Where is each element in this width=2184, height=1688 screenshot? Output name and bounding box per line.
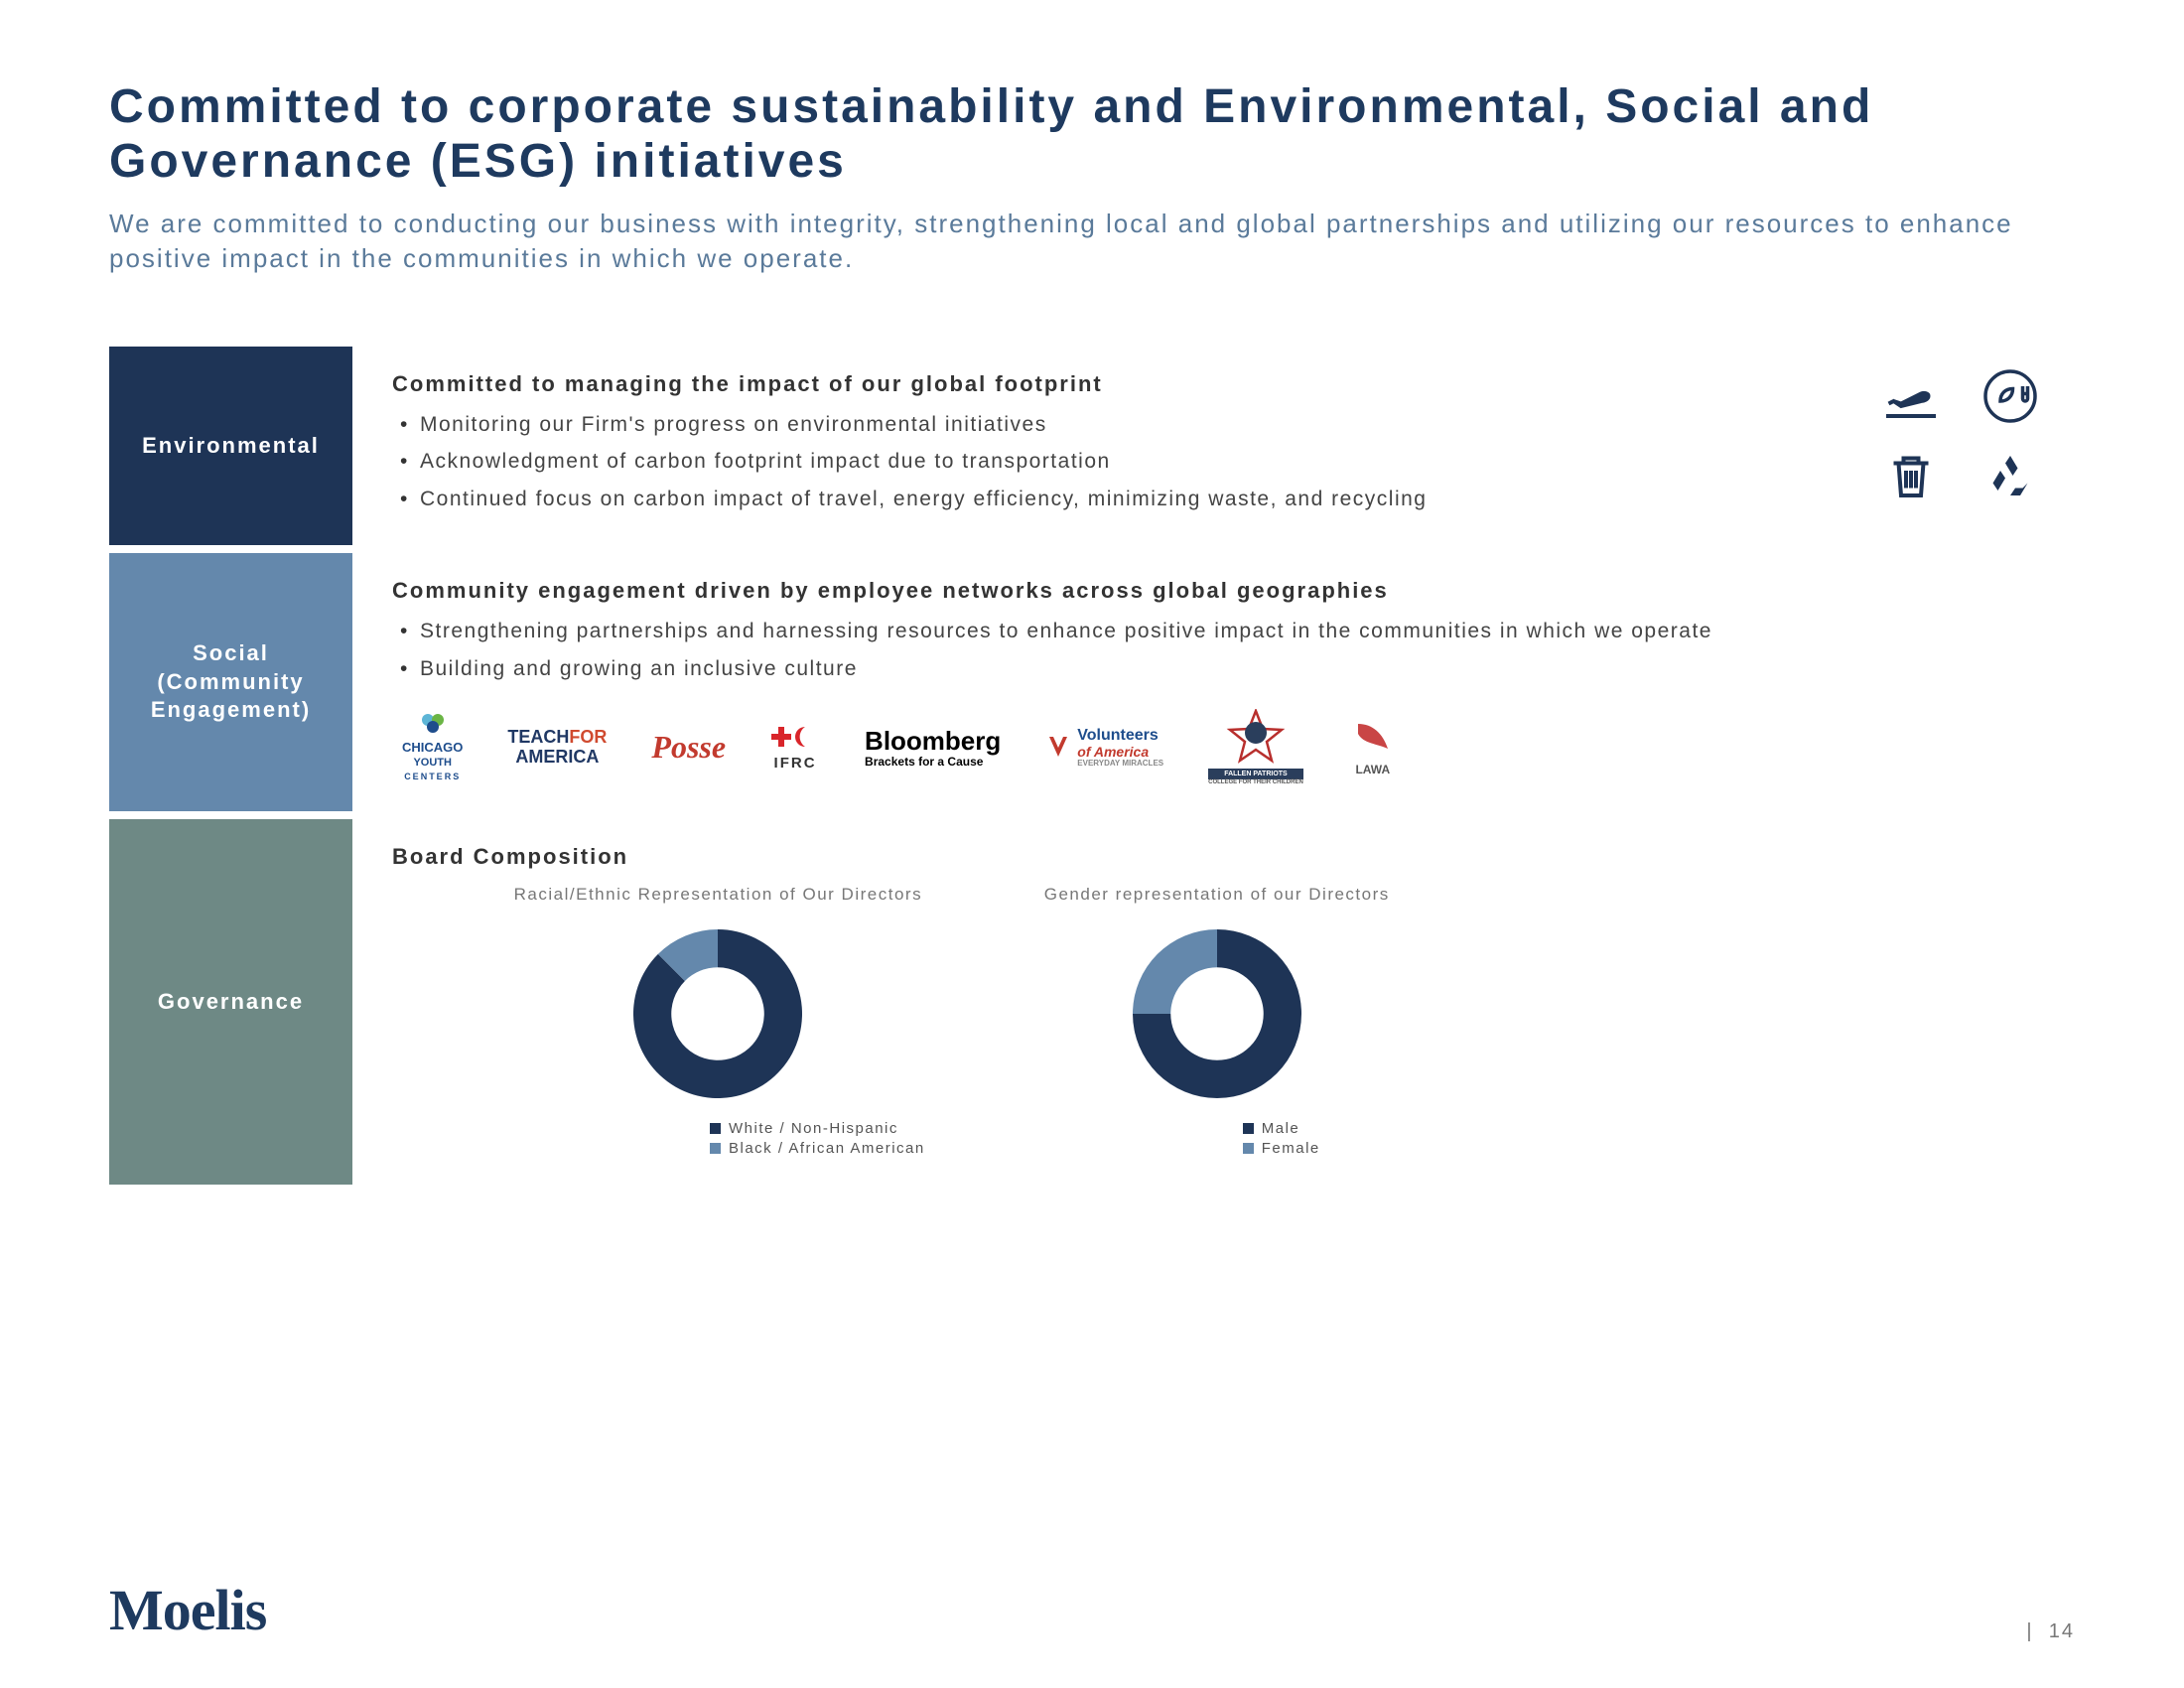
brand-logo: Moelis: [109, 1577, 266, 1643]
section-content-social: Community engagement driven by employee …: [352, 553, 2075, 811]
logo-lawa: LAWA: [1348, 719, 1398, 776]
chart-legend: White / Non-Hispanic Black / African Ame…: [511, 1120, 925, 1157]
section-social: Social (Community Engagement) Community …: [109, 553, 2075, 811]
page-title: Committed to corporate sustainability an…: [109, 79, 2075, 189]
donut-chart-racial: [623, 919, 812, 1108]
chart-title: Racial/Ethnic Representation of Our Dire…: [511, 885, 925, 905]
bullet-item: Strengthening partnerships and harnessin…: [392, 616, 2055, 647]
page-number: | 14: [2026, 1620, 2075, 1643]
governance-charts: Racial/Ethnic Representation of Our Dire…: [392, 885, 2055, 1160]
page-subtitle: We are committed to conducting our busin…: [109, 207, 2075, 276]
chart-gender: Gender representation of our Directors M…: [1044, 885, 1390, 1160]
bullet-item: Monitoring our Firm's progress on enviro…: [392, 409, 2055, 441]
donut-chart-gender: [1123, 919, 1311, 1108]
section-content-environmental: Committed to managing the impact of our …: [352, 347, 2075, 546]
social-bullets: Strengthening partnerships and harnessin…: [392, 616, 2055, 684]
chart-racial-ethnic: Racial/Ethnic Representation of Our Dire…: [511, 885, 925, 1160]
bullet-item: Acknowledgment of carbon footprint impac…: [392, 446, 2055, 478]
environmental-icons: [1876, 366, 2045, 505]
recycle-icon: [1976, 446, 2045, 505]
legend-item: Male: [1243, 1120, 1390, 1137]
bullet-item: Continued focus on carbon impact of trav…: [392, 484, 2055, 515]
logo-volunteers-america: Volunteers of America EVERYDAY MIRACLES: [1045, 727, 1163, 769]
plane-takeoff-icon: [1876, 366, 1946, 426]
logo-chicago-youth: CHICAGOYOUTHCENTERS: [402, 712, 463, 782]
logo-teach-for-america: TEACHFORAMERICA: [507, 728, 607, 768]
chart-title: Gender representation of our Directors: [1044, 885, 1390, 905]
logo-fallen-patriots: FALLEN PATRIOTS COLLEGE FOR THEIR CHILDR…: [1208, 709, 1303, 786]
governance-heading: Board Composition: [392, 844, 2055, 870]
partner-logos: CHICAGOYOUTHCENTERS TEACHFORAMERICA Poss…: [392, 709, 2055, 786]
section-label-social: Social (Community Engagement): [109, 553, 352, 811]
legend-item: Black / African American: [710, 1140, 925, 1157]
leaf-plug-icon: [1976, 366, 2045, 426]
section-content-governance: Board Composition Racial/Ethnic Represen…: [352, 819, 2075, 1185]
legend-item: Female: [1243, 1140, 1390, 1157]
legend-item: White / Non-Hispanic: [710, 1120, 925, 1137]
section-label-environmental: Environmental: [109, 347, 352, 546]
logo-bloomberg: Bloomberg Brackets for a Cause: [865, 727, 1001, 769]
bullet-item: Building and growing an inclusive cultur…: [392, 653, 2055, 685]
section-environmental: Environmental Committed to managing the …: [109, 347, 2075, 546]
trash-icon: [1876, 446, 1946, 505]
chart-legend: Male Female: [1044, 1120, 1390, 1157]
section-governance: Governance Board Composition Racial/Ethn…: [109, 819, 2075, 1185]
environmental-bullets: Monitoring our Firm's progress on enviro…: [392, 409, 2055, 515]
logo-ifrc: IFRC: [770, 723, 820, 772]
logo-posse: Posse: [651, 730, 726, 765]
environmental-heading: Committed to managing the impact of our …: [392, 371, 2055, 397]
footer: Moelis | 14: [109, 1577, 2075, 1643]
section-label-governance: Governance: [109, 819, 352, 1185]
social-heading: Community engagement driven by employee …: [392, 578, 2055, 604]
